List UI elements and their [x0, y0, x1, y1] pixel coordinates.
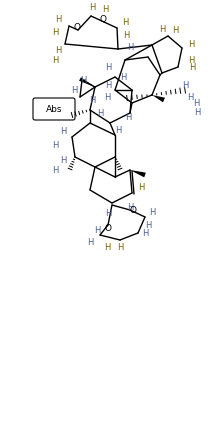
Text: H: H	[145, 221, 151, 230]
Text: H: H	[149, 207, 155, 216]
Text: H: H	[55, 45, 61, 54]
Text: H: H	[94, 226, 100, 235]
Text: H: H	[60, 127, 66, 136]
Text: O: O	[104, 224, 111, 232]
Text: H: H	[104, 243, 110, 252]
Text: H: H	[188, 56, 194, 65]
Text: O: O	[73, 23, 80, 31]
Text: H: H	[52, 28, 58, 37]
Text: H: H	[123, 31, 129, 40]
Text: H: H	[127, 42, 133, 51]
Text: H: H	[89, 96, 95, 105]
Text: H: H	[120, 73, 126, 82]
Text: H: H	[71, 85, 77, 94]
Text: H: H	[52, 165, 58, 175]
Text: O: O	[129, 206, 137, 215]
Text: H: H	[105, 62, 111, 71]
Polygon shape	[79, 77, 95, 87]
Text: H: H	[193, 99, 199, 108]
Text: H: H	[52, 141, 58, 150]
Text: H: H	[127, 202, 133, 212]
Text: H: H	[55, 14, 61, 23]
Text: H: H	[189, 62, 195, 71]
Text: H: H	[187, 93, 193, 102]
Text: H: H	[80, 76, 86, 85]
Text: H: H	[115, 125, 121, 134]
Text: H: H	[97, 108, 103, 117]
Polygon shape	[130, 170, 146, 177]
Text: H: H	[89, 3, 95, 11]
Text: H: H	[105, 80, 111, 90]
Text: H: H	[104, 93, 110, 102]
Text: H: H	[87, 238, 93, 246]
Text: H: H	[188, 40, 194, 48]
Polygon shape	[152, 95, 165, 102]
Text: H: H	[122, 17, 128, 26]
FancyBboxPatch shape	[33, 98, 75, 120]
Text: H: H	[182, 80, 188, 90]
Text: H: H	[60, 156, 66, 164]
Text: H: H	[138, 182, 144, 192]
Text: H: H	[105, 209, 111, 218]
Text: H: H	[102, 5, 108, 14]
Text: H: H	[194, 108, 200, 116]
Text: H: H	[117, 243, 123, 252]
Text: H: H	[142, 229, 148, 238]
Text: H: H	[125, 113, 131, 122]
Text: H: H	[159, 25, 165, 34]
Text: O: O	[100, 14, 107, 23]
Text: H: H	[52, 56, 58, 65]
Text: Abs: Abs	[46, 105, 62, 113]
Text: H: H	[172, 26, 178, 34]
